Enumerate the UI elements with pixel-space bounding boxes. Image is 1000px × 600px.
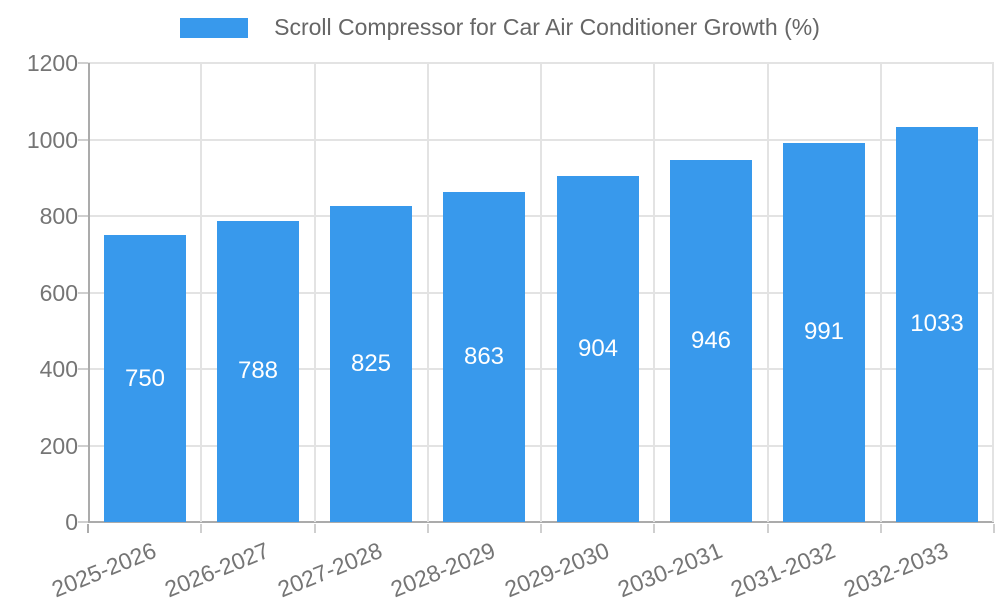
y-tick-label: 800 bbox=[39, 203, 78, 229]
legend-item[interactable]: Scroll Compressor for Car Air Conditione… bbox=[180, 14, 820, 41]
y-tick-label: 400 bbox=[39, 356, 78, 382]
x-tick-label: 2031-2032 bbox=[727, 537, 839, 600]
v-gridline bbox=[992, 63, 994, 522]
bar[interactable] bbox=[783, 143, 865, 522]
y-tick-label: 0 bbox=[65, 509, 78, 535]
x-tick-label: 2029-2030 bbox=[501, 537, 613, 600]
x-axis-tick bbox=[880, 524, 882, 533]
y-axis-line bbox=[88, 63, 90, 522]
v-gridline bbox=[200, 63, 202, 522]
x-tick-label: 2032-2033 bbox=[840, 537, 952, 600]
bar[interactable] bbox=[557, 176, 639, 522]
y-tick-label: 600 bbox=[39, 280, 78, 306]
v-gridline bbox=[427, 63, 429, 522]
x-axis-tick bbox=[540, 524, 542, 533]
legend-label: Scroll Compressor for Car Air Conditione… bbox=[274, 14, 820, 40]
y-tick-label: 1000 bbox=[26, 127, 78, 153]
x-tick-label: 2030-2031 bbox=[614, 537, 726, 600]
bar[interactable] bbox=[217, 221, 299, 522]
bar[interactable] bbox=[330, 206, 412, 522]
y-axis-tick bbox=[78, 292, 88, 294]
y-axis-tick bbox=[78, 521, 88, 523]
bar-value-label: 1033 bbox=[910, 310, 964, 337]
y-axis-tick bbox=[78, 445, 88, 447]
bar[interactable] bbox=[896, 127, 978, 522]
y-axis-tick bbox=[78, 139, 88, 141]
bar[interactable] bbox=[670, 160, 752, 522]
v-gridline bbox=[880, 63, 882, 522]
x-axis-tick bbox=[993, 524, 995, 533]
x-tick-label: 2025-2026 bbox=[48, 537, 160, 600]
bar-value-label: 788 bbox=[237, 357, 279, 384]
x-axis-tick bbox=[653, 524, 655, 533]
bar-value-label: 825 bbox=[350, 350, 392, 377]
x-axis-tick bbox=[200, 524, 202, 533]
bar-value-label: 863 bbox=[463, 343, 505, 370]
v-gridline bbox=[540, 63, 542, 522]
bar-value-label: 904 bbox=[577, 335, 619, 362]
x-axis-line bbox=[88, 521, 994, 523]
bar-value-label: 750 bbox=[124, 365, 166, 392]
y-axis-tick bbox=[78, 62, 88, 64]
x-tick-label: 2027-2028 bbox=[274, 537, 386, 600]
y-tick-label: 200 bbox=[39, 433, 78, 459]
legend-color-swatch bbox=[180, 17, 249, 38]
x-tick-label: 2028-2029 bbox=[387, 537, 499, 600]
v-gridline bbox=[767, 63, 769, 522]
x-tick-label: 2026-2027 bbox=[161, 537, 273, 600]
y-axis-tick bbox=[78, 215, 88, 217]
x-axis-tick bbox=[87, 524, 89, 533]
chart-legend: Scroll Compressor for Car Air Conditione… bbox=[0, 14, 1000, 41]
bar[interactable] bbox=[104, 235, 186, 522]
x-axis-tick bbox=[427, 524, 429, 533]
bar-value-label: 946 bbox=[690, 327, 732, 354]
plot-area: 750 788 825 863 904 946 991 1033 bbox=[88, 62, 994, 523]
bar-value-label: 991 bbox=[803, 318, 845, 345]
v-gridline bbox=[653, 63, 655, 522]
x-axis-tick bbox=[314, 524, 316, 533]
x-axis-tick bbox=[767, 524, 769, 533]
y-tick-label: 1200 bbox=[26, 50, 78, 76]
bar[interactable] bbox=[443, 192, 525, 522]
y-axis-tick bbox=[78, 368, 88, 370]
v-gridline bbox=[314, 63, 316, 522]
